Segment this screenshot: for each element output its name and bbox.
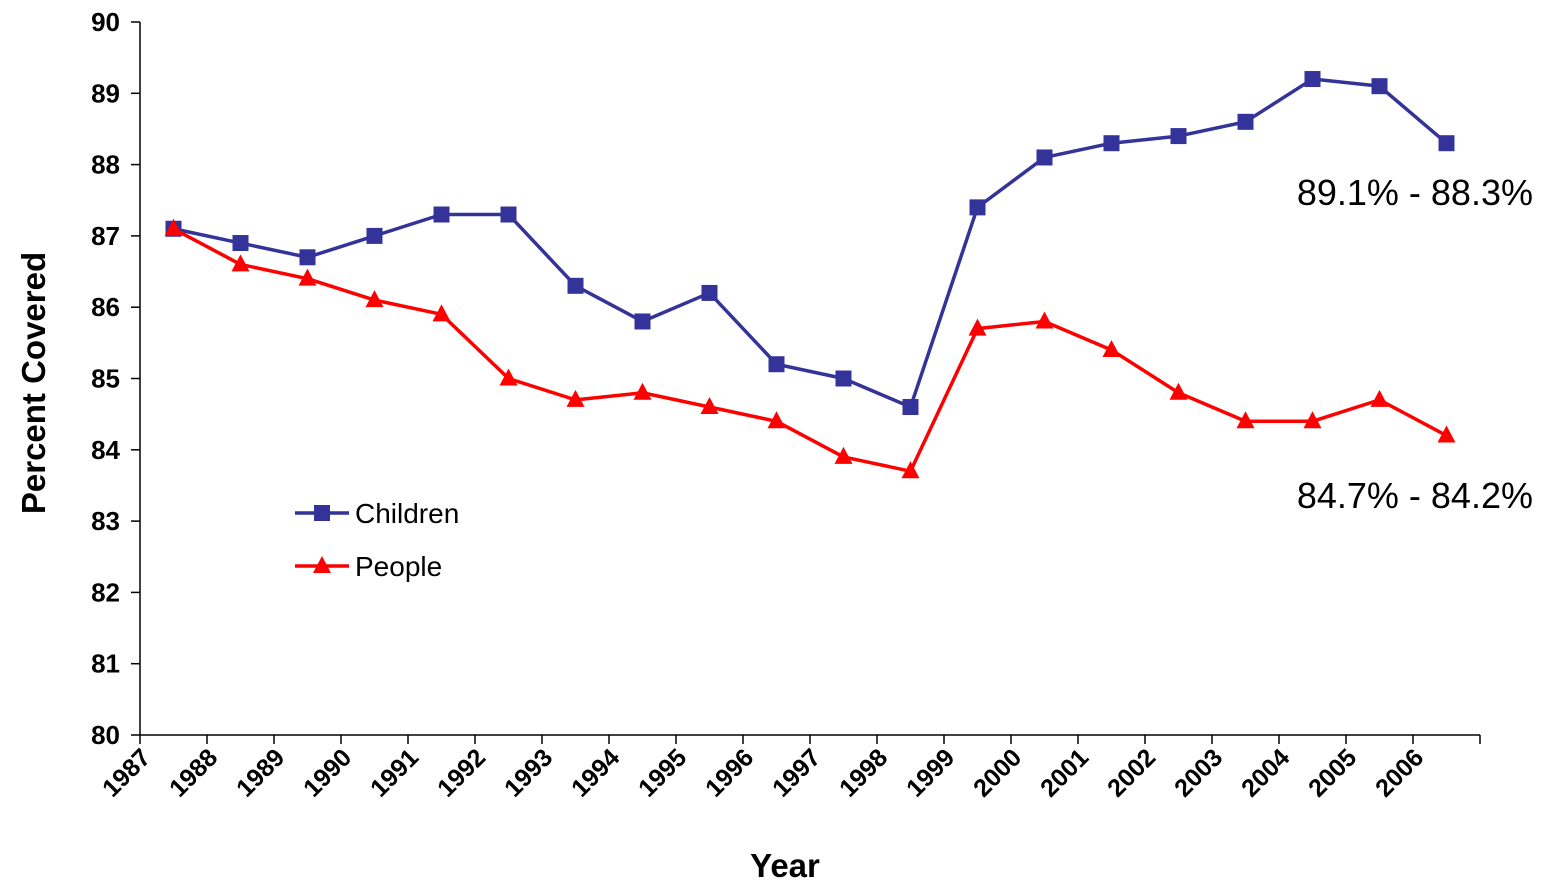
data-point-people xyxy=(901,461,920,479)
data-point-children xyxy=(969,199,986,216)
y-tick-label: 85 xyxy=(91,364,120,394)
y-tick-label: 82 xyxy=(91,577,120,607)
data-point-people xyxy=(1370,389,1389,407)
x-tick-label: 1987 xyxy=(97,743,156,802)
data-point-people xyxy=(700,397,719,415)
data-point-people xyxy=(365,290,384,308)
x-tick-label: 1998 xyxy=(834,743,893,802)
axes xyxy=(139,22,1480,736)
data-point-children xyxy=(1438,135,1455,152)
x-tick-label: 2001 xyxy=(1035,743,1094,802)
data-point-children xyxy=(701,284,718,301)
legend-item-children: Children xyxy=(295,498,459,529)
y-tick-label: 83 xyxy=(91,506,120,536)
data-point-children xyxy=(433,206,450,223)
data-point-people xyxy=(164,218,183,236)
legend: Children People xyxy=(295,498,459,582)
data-point-people xyxy=(432,304,451,322)
y-tick-label: 88 xyxy=(91,150,120,180)
series-line-people xyxy=(172,227,1448,473)
data-point-children xyxy=(1103,135,1120,152)
x-tick-label: 1990 xyxy=(298,743,357,802)
data-point-children xyxy=(1371,78,1388,95)
legend-swatch-marker xyxy=(313,556,331,573)
x-tick-label: 1994 xyxy=(566,743,625,802)
data-point-people xyxy=(298,268,317,286)
children-annotation: 89.1% - 88.3% xyxy=(1297,172,1533,213)
x-tick-label: 1991 xyxy=(365,743,424,802)
data-point-people xyxy=(1102,339,1121,357)
data-point-children xyxy=(299,249,316,266)
data-point-people xyxy=(767,411,786,429)
data-point-people xyxy=(231,254,250,272)
y-tick-label: 81 xyxy=(91,649,120,679)
data-point-children xyxy=(634,313,651,330)
data-point-people xyxy=(633,382,652,400)
legend-swatch-marker xyxy=(314,505,330,521)
series-children xyxy=(165,71,1455,416)
y-tick-label: 87 xyxy=(91,221,120,251)
data-point-children xyxy=(768,356,785,373)
legend-label: Children xyxy=(355,498,459,529)
y-tick-label: 80 xyxy=(91,720,120,750)
x-tick-label: 1988 xyxy=(164,743,223,802)
data-point-people xyxy=(834,446,853,464)
x-axis-ticks: 1987 1988 1989 1990 1991 1992 1993 1994 1995 1996… xyxy=(97,735,1481,803)
data-point-children xyxy=(902,399,919,416)
data-point-children xyxy=(1036,149,1053,166)
data-point-children xyxy=(1304,71,1321,88)
y-tick-label: 90 xyxy=(91,7,120,37)
data-point-people xyxy=(1169,382,1188,400)
data-point-people xyxy=(968,318,987,336)
data-point-children xyxy=(567,277,584,294)
y-tick-label: 84 xyxy=(91,435,120,465)
data-point-people xyxy=(1236,411,1255,429)
data-point-children xyxy=(500,206,517,223)
x-tick-label: 2004 xyxy=(1236,743,1295,802)
data-point-people xyxy=(1303,411,1322,429)
x-axis-title: Year xyxy=(750,847,820,883)
data-point-people xyxy=(566,389,585,407)
series-line-children xyxy=(173,77,1448,409)
y-tick-label: 86 xyxy=(91,292,120,322)
x-tick-label: 1999 xyxy=(901,743,960,802)
y-tick-label: 89 xyxy=(91,78,120,108)
x-tick-label: 1997 xyxy=(767,743,826,802)
y-axis-ticks: 80 81 82 83 84 85 86 87 88 89 90 xyxy=(91,7,140,750)
x-tick-label: 1995 xyxy=(633,743,692,802)
x-tick-label: 1993 xyxy=(499,743,558,802)
data-point-children xyxy=(366,227,383,244)
data-point-children xyxy=(232,235,249,252)
y-axis-title: Percent Covered xyxy=(15,252,52,514)
legend-label: People xyxy=(355,551,442,582)
data-point-people xyxy=(1035,311,1054,329)
data-point-people xyxy=(499,368,518,386)
legend-item-people: People xyxy=(295,551,442,582)
x-tick-label: 2006 xyxy=(1370,743,1429,802)
x-tick-label: 1992 xyxy=(432,743,491,802)
data-point-children xyxy=(1170,128,1187,145)
data-point-people xyxy=(1437,425,1456,443)
series-people xyxy=(164,218,1456,479)
x-tick-label: 1996 xyxy=(700,743,759,802)
x-tick-label: 1989 xyxy=(231,743,290,802)
data-point-children xyxy=(1237,113,1254,130)
x-tick-label: 2002 xyxy=(1102,743,1161,802)
data-point-children xyxy=(835,370,852,387)
series-layer xyxy=(164,71,1456,479)
x-tick-label: 2003 xyxy=(1169,743,1228,802)
x-tick-label: 2005 xyxy=(1303,743,1362,802)
x-tick-label: 2000 xyxy=(968,743,1027,802)
people-annotation: 84.7% - 84.2% xyxy=(1297,475,1533,516)
